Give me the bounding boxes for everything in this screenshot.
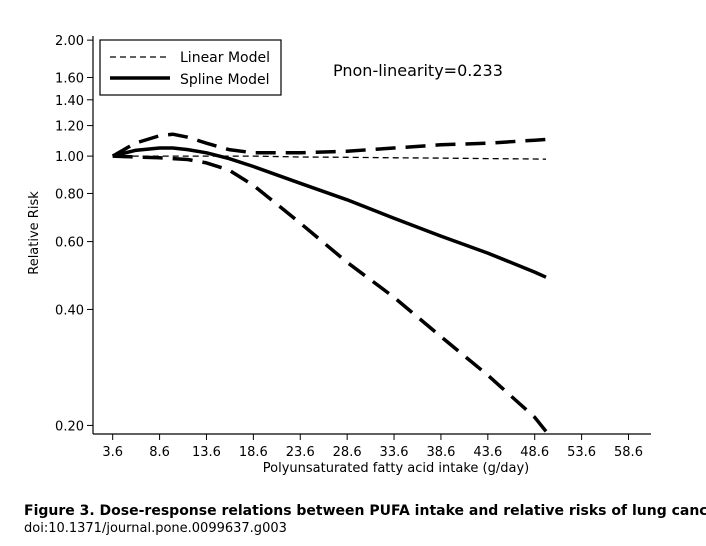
linear-model-line [112, 155, 547, 160]
axes: 3.6 8.6 13.6 18.6 23.6 28.6 33.6 38.6 43.6 48.6 53… [55, 34, 651, 460]
x-tick-label: 8.6 [149, 445, 170, 460]
y-tick-label: 0.60 [55, 236, 84, 251]
caption-title: Figure 3. Dose-response relations betwee… [24, 503, 706, 519]
x-tick-label: 23.6 [286, 445, 315, 460]
x-tick-label: 18.6 [239, 445, 268, 460]
x-tick-label: 48.6 [520, 445, 549, 460]
x-tick-label: 3.6 [102, 445, 123, 460]
caption-doi: doi:10.1371/journal.pone.0099637.g003 [24, 521, 287, 536]
x-tick-label: 58.6 [614, 445, 643, 460]
spline-model-line [112, 146, 547, 279]
spline-upper-ci-line [111, 132, 547, 158]
dose-response-chart: 3.6 8.6 13.6 18.6 23.6 28.6 33.6 38.6 43.6 48.6 53… [27, 34, 651, 476]
spline-lower-ci-line [112, 154, 548, 433]
legend: Linear Model Spline Model [99, 39, 282, 96]
y-tick-label: 0.80 [55, 187, 84, 202]
plot-lines [111, 132, 548, 433]
x-axis-title: Polyunsaturated fatty acid intake (g/day… [263, 461, 529, 476]
y-tick-label: 1.60 [55, 71, 84, 86]
x-tick-label: 13.6 [192, 445, 221, 460]
legend-linear-label: Linear Model [180, 50, 270, 66]
legend-box [99, 39, 282, 96]
legend-spline-label: Spline Model [180, 72, 270, 88]
y-axis-title: Relative Risk [27, 191, 42, 275]
x-tick-label: 43.6 [473, 445, 502, 460]
y-tick-label: 1.40 [55, 94, 84, 109]
x-tick-label: 28.6 [333, 445, 362, 460]
y-tick-label: 1.00 [55, 150, 84, 165]
y-tick-label: 0.20 [55, 419, 84, 434]
y-tick-label: 2.00 [55, 34, 84, 49]
x-tick-label: 33.6 [380, 445, 409, 460]
y-tick-label: 0.40 [55, 303, 84, 318]
y-tick-label: 1.20 [55, 120, 84, 135]
p-nonlinearity-annotation: Pnon-linearity=0.233 [333, 61, 503, 80]
figure-caption: Figure 3. Dose-response relations betwee… [24, 502, 706, 537]
x-tick-label: 53.6 [567, 445, 596, 460]
x-tick-label: 38.6 [426, 445, 455, 460]
